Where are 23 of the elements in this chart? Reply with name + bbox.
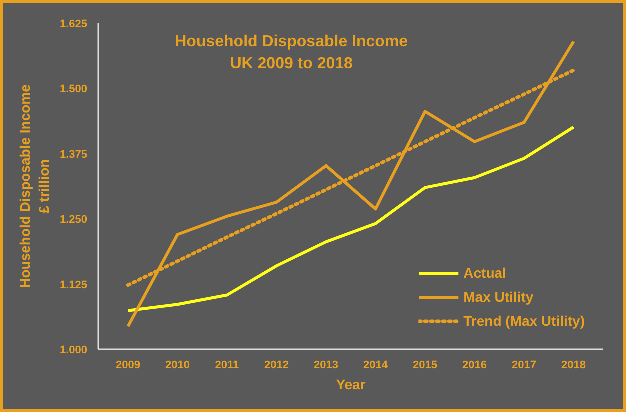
y-axis-title: Household Disposable Income £ trillion	[16, 84, 52, 288]
x-tick-label: 2015	[413, 360, 438, 372]
text: Household Disposable Income UK 2009 to 2018	[175, 34, 408, 73]
x-tick-label: 2018	[562, 360, 586, 372]
y-tick-label: 1.625	[60, 18, 88, 30]
x-tick-label: 2017	[512, 360, 537, 372]
x-tick-label: 2010	[165, 360, 190, 372]
x-tick-label: 2012	[264, 360, 289, 372]
legend-label: Max Utility	[464, 289, 534, 305]
legend-label: Actual	[464, 265, 506, 281]
x-tick-label: 2014	[364, 360, 389, 372]
x-axis-title: Year	[336, 376, 366, 392]
y-tick-label: 1.375	[60, 148, 88, 161]
line-series	[126, 126, 576, 312]
x-tick-label: 2009	[116, 360, 140, 372]
x-tick-label: 2011	[215, 360, 240, 372]
legend-label: Trend (Max Utility)	[464, 313, 585, 329]
x-tick-label: 2016	[462, 360, 488, 372]
y-tick-label: 1.500	[60, 84, 88, 96]
y-tick-label: 1.000	[60, 344, 88, 356]
y-tick-label: 1.250	[60, 214, 88, 226]
x-tick-label: 2013	[314, 360, 338, 372]
y-tick-label: 1.125	[60, 279, 88, 292]
